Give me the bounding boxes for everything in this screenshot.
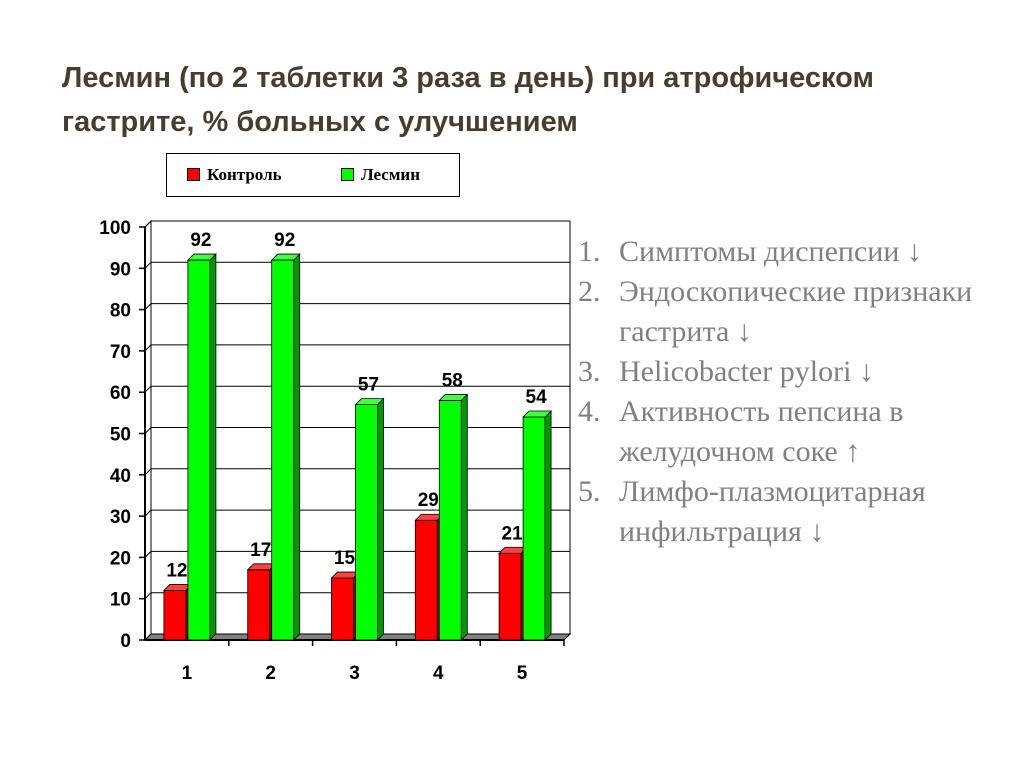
x-tick-label: 3 [349,663,360,684]
y-tick-label: 0 [120,631,131,652]
bar-top [438,394,469,401]
bar-front [271,259,295,641]
bar-side [209,253,217,641]
bar-top [186,253,217,261]
y-tick-label: 70 [110,342,131,363]
bar-front [414,519,438,641]
bar-front [331,577,354,641]
bar-front [438,400,462,641]
x-tick-label: 2 [265,663,276,684]
finding-text: Helicobacter pylori ↓ [619,355,874,388]
chart-bars [162,253,553,641]
bar-lesmin [522,410,553,641]
y-tick-label: 100 [99,218,131,239]
y-tick-labels: 0 10 20 30 40 50 60 70 80 90 100 [99,218,131,652]
data-label: 92 [190,230,211,251]
bar-lesmin [438,393,469,641]
bar-top [522,410,553,418]
x-tick-label: 4 [433,663,444,684]
chart-data-labels: 12 92 17 92 15 57 29 58 21 54 [166,230,547,581]
data-label: 17 [250,540,271,561]
y-tick-label: 10 [110,590,131,611]
legend-label-lesmin: Лесмин [361,165,421,184]
data-label: 92 [274,230,295,251]
y-tick-label: 80 [110,301,131,322]
bar-top [270,253,301,261]
x-tick-labels: 1 2 3 4 5 [182,663,528,684]
bar-lesmin [354,397,385,641]
data-label: 29 [418,490,439,511]
finding-text: Эндоскопические признаки гастрита ↓ [619,275,973,348]
bar-front [187,259,211,641]
y-tick-label: 30 [110,507,131,528]
findings-list: 1. Симптомы диспепсии ↓ 2. Эндоскопические… [578,232,998,552]
data-label: 12 [166,560,187,581]
y-tick-label: 60 [110,383,131,404]
finding-item: 5. Лимфо-плазмоцитарная инфильтрация ↓ [578,472,998,552]
finding-text: Активность пепсина в желудочном соке ↑ [619,395,904,468]
legend-label-control: Контроль [207,165,282,184]
y-tick-label: 90 [110,259,131,280]
finding-item: 1. Симптомы диспепсии ↓ [578,232,998,272]
bar-lesmin [186,253,217,641]
bar-side [544,410,552,641]
data-label: 21 [502,523,524,544]
bar-front [247,569,271,641]
data-label: 15 [334,548,356,569]
finding-number: 3. [578,355,601,388]
x-tick-label: 1 [182,663,193,684]
data-label: 57 [358,375,379,396]
finding-item: 3. Helicobacter pylori ↓ [578,352,998,392]
bar-control [246,562,277,641]
gridline-side [144,220,152,228]
x-tick-label: 5 [517,663,528,684]
bar-lesmin [270,253,301,641]
y-tick-label: 20 [110,548,131,569]
bar-front [355,404,378,641]
y-tick-label: 40 [110,466,131,487]
slide-title: Лесмин (по 2 таблетки 3 раза в день) при… [62,62,874,138]
finding-item: 4. Активность пепсина в желудочном соке ↑ [578,392,998,472]
finding-text: Симптомы диспепсии ↓ [619,235,922,268]
finding-number: 1. [578,235,601,268]
data-label: 54 [526,387,548,408]
finding-number: 5. [578,475,601,508]
bar-front [163,590,187,641]
legend-swatch-control [187,168,200,181]
chart-legend: Контроль Лесмин [166,153,460,197]
finding-number: 4. [578,395,601,428]
legend-swatch-lesmin [341,168,354,181]
data-label: 58 [442,370,463,391]
bar-side [293,253,301,641]
bar-side [460,393,468,641]
finding-item: 2. Эндоскопические признаки гастрита ↓ [578,272,998,352]
bar-side [377,397,384,641]
bar-top [354,398,385,405]
chart-axes [139,226,565,646]
finding-text: Лимфо-плазмоцитарная инфильтрация ↓ [619,475,926,548]
bar-front [498,552,522,641]
finding-number: 2. [578,275,601,308]
y-tick-label: 50 [110,425,131,446]
bar-front [522,416,546,641]
